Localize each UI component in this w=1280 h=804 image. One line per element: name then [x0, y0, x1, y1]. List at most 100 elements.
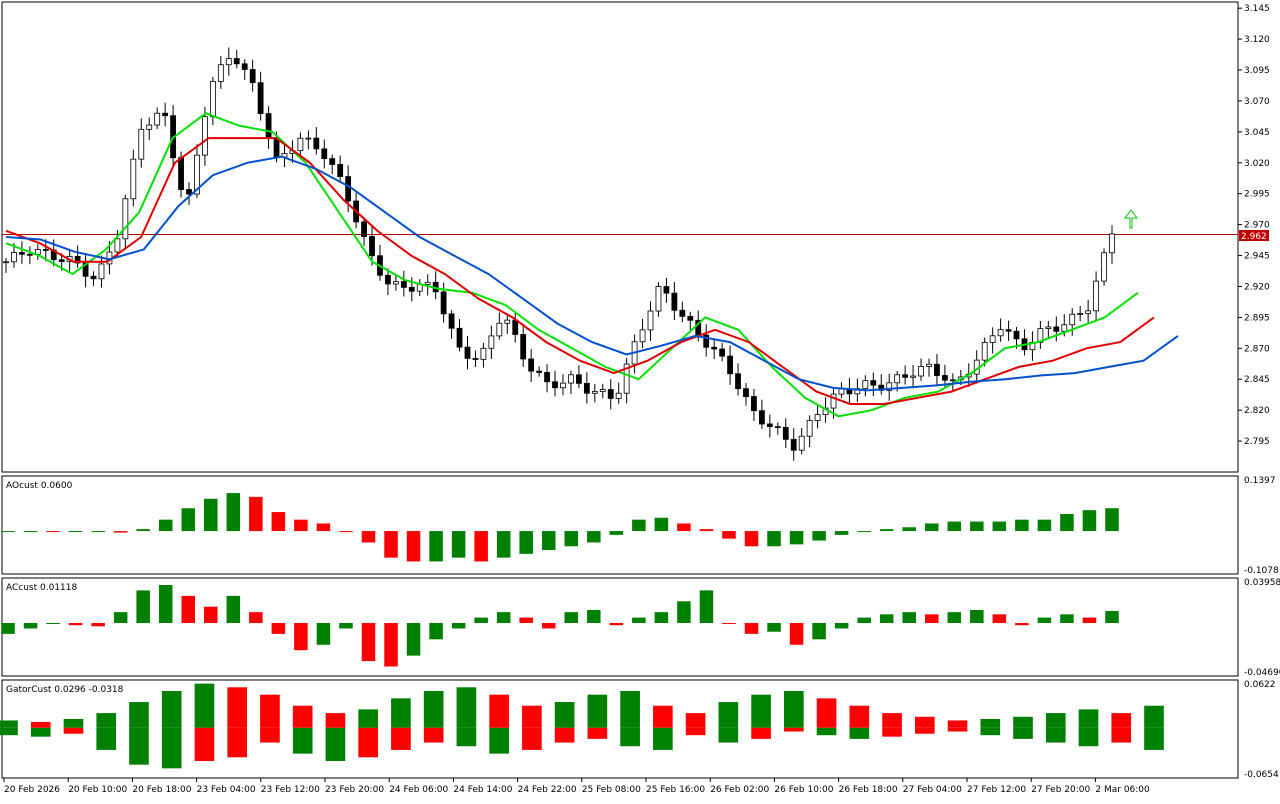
candle-down	[1053, 326, 1060, 332]
gator-lower-bar	[423, 727, 444, 743]
gator-lower-bar	[620, 727, 640, 747]
candle-down	[719, 348, 726, 357]
candle-up	[981, 342, 988, 361]
x-tick-label: 23 Feb 04:00	[197, 785, 256, 795]
gator-upper-bar	[685, 713, 706, 728]
candle-up	[225, 58, 232, 66]
histogram-bar	[924, 523, 939, 532]
gator-upper-bar	[227, 687, 248, 728]
candle-down	[472, 358, 479, 360]
gator-upper-bar	[129, 702, 149, 728]
candle-down	[58, 259, 65, 262]
candle-down	[337, 164, 344, 177]
candle-up	[98, 263, 105, 280]
histogram-bar	[587, 609, 601, 624]
histogram-bar	[587, 531, 601, 543]
candle-down	[456, 327, 463, 348]
gator-lower-bar	[489, 727, 509, 754]
candle-up	[560, 382, 566, 389]
candle-down	[1005, 329, 1012, 332]
candle-down	[186, 189, 192, 195]
candle-down	[178, 157, 184, 190]
candle-up	[918, 366, 924, 377]
candle-down	[369, 236, 375, 257]
gator-upper-bar	[1013, 716, 1033, 728]
candle-up	[217, 64, 224, 82]
candle-up	[1037, 328, 1044, 343]
candle-up	[480, 347, 487, 360]
candle-up	[1101, 252, 1107, 282]
candle-up	[623, 363, 630, 394]
histogram-bar	[1, 623, 15, 634]
histogram-bar	[1015, 519, 1029, 532]
candle-down	[1013, 330, 1020, 340]
candle-up	[814, 414, 821, 421]
gator-upper-bar	[587, 694, 608, 728]
candle-down	[241, 63, 248, 70]
histogram-bar	[136, 529, 150, 532]
histogram-bar	[361, 623, 376, 662]
gator-upper-bar	[325, 713, 346, 728]
histogram-bar	[1060, 614, 1074, 624]
main-panel-frame	[1, 1, 1239, 473]
candle-down	[329, 158, 336, 165]
histogram-bar	[91, 531, 105, 533]
histogram-bar	[834, 531, 849, 535]
histogram-bar	[1037, 519, 1052, 532]
current-price-label: 2.962	[1241, 232, 1267, 242]
gator-upper-bar	[522, 705, 542, 728]
gator-lower-bar	[947, 727, 968, 732]
histogram-bar	[654, 517, 669, 532]
gator-upper-bar	[1144, 705, 1164, 728]
candle-down	[82, 262, 89, 277]
histogram-bar	[970, 521, 984, 532]
gator-lower-bar	[1045, 727, 1066, 743]
candle-down	[345, 176, 352, 202]
gator-upper-bar	[96, 713, 117, 728]
gator-upper-bar	[816, 698, 837, 728]
y-tick-label: 0.0622	[1244, 680, 1276, 690]
candle-up	[424, 281, 431, 285]
y-tick-label: 2.795	[1244, 437, 1270, 447]
current-price-tag	[1239, 230, 1269, 241]
histogram-bar	[767, 623, 781, 632]
candle-up	[997, 329, 1004, 337]
candle-down	[552, 381, 558, 389]
candle-up	[297, 137, 304, 152]
x-tick-label: 26 Feb 02:00	[710, 785, 769, 795]
y-tick-label: 3.120	[1244, 35, 1270, 45]
histogram-bar	[541, 531, 556, 551]
x-tick-label: 20 Feb 10:00	[68, 785, 127, 795]
candle-down	[870, 380, 877, 386]
gator-lower-bar	[391, 727, 411, 750]
gator-upper-bar	[292, 705, 313, 728]
histogram-bar	[451, 531, 466, 558]
gator-upper-bar	[554, 702, 575, 728]
candle-down	[265, 113, 272, 139]
candle-down	[743, 388, 749, 397]
histogram-bar	[294, 623, 308, 651]
gator-upper-bar	[620, 690, 640, 728]
histogram-bar	[429, 531, 443, 562]
gator-upper-bar	[947, 720, 968, 728]
ac-histogram-layer	[1, 584, 1119, 667]
histogram-bar	[294, 519, 308, 532]
histogram-bar	[316, 523, 331, 532]
histogram-bar	[879, 529, 894, 532]
candle-up	[114, 238, 121, 253]
candle-up	[305, 137, 312, 140]
candle-up	[194, 154, 200, 195]
histogram-bar	[992, 614, 1007, 624]
candle-down	[26, 253, 33, 256]
y-tick-label: 3.095	[1244, 66, 1270, 76]
candle-up	[615, 392, 622, 399]
histogram-bar	[857, 531, 871, 533]
candle-up	[655, 286, 662, 312]
gator-lower-bar	[1013, 727, 1033, 739]
histogram-bar	[609, 531, 624, 535]
gator-lower-bar	[522, 727, 542, 750]
gator-lower-bar	[129, 727, 149, 765]
gator-lower-bar	[1111, 727, 1132, 743]
